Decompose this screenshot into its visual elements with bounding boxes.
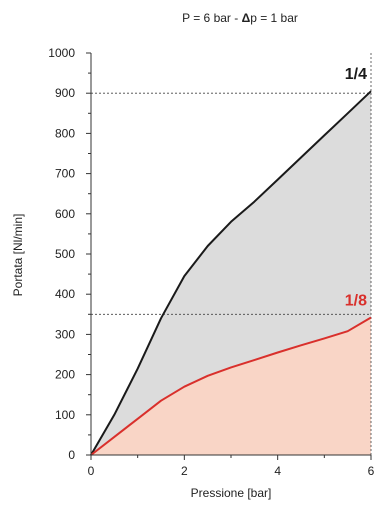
x-tick-label-2: 4	[274, 464, 281, 478]
y-tick-label-9: 900	[55, 86, 75, 100]
y-tick-label-5: 500	[55, 247, 75, 261]
y-tick-label-3: 300	[55, 327, 75, 341]
y-tick-label-7: 700	[55, 167, 75, 181]
y-tick-label-8: 800	[55, 126, 75, 140]
y-tick-label-10: 1000	[48, 46, 75, 60]
series-label-1: 1/8	[345, 293, 367, 310]
series-area-1	[91, 317, 371, 455]
chart-title: P = 6 bar - Δp = 1 bar	[182, 11, 298, 25]
x-tick-label-3: 6	[368, 464, 375, 478]
y-tick-label-4: 400	[55, 287, 75, 301]
plot-area: 0 100 200 300 400 500 600 700 800 900 1000 0 2 4 6 1/4 1…	[48, 46, 374, 478]
x-tick-label-1: 2	[181, 464, 188, 478]
series-label-0: 1/4	[345, 66, 367, 83]
series-line-0	[90, 90, 372, 456]
y-tick-label-0: 0	[68, 448, 75, 462]
y-tick-label-6: 600	[55, 207, 75, 221]
x-tick-label-0: 0	[88, 464, 95, 478]
y-tick-label-2: 200	[55, 368, 75, 382]
x-axis-label: Pressione [bar]	[191, 486, 272, 500]
y-axis-label: Portata [Nl/min]	[11, 214, 25, 297]
series-line-1	[90, 316, 372, 456]
y-tick-label-1: 100	[55, 408, 75, 422]
